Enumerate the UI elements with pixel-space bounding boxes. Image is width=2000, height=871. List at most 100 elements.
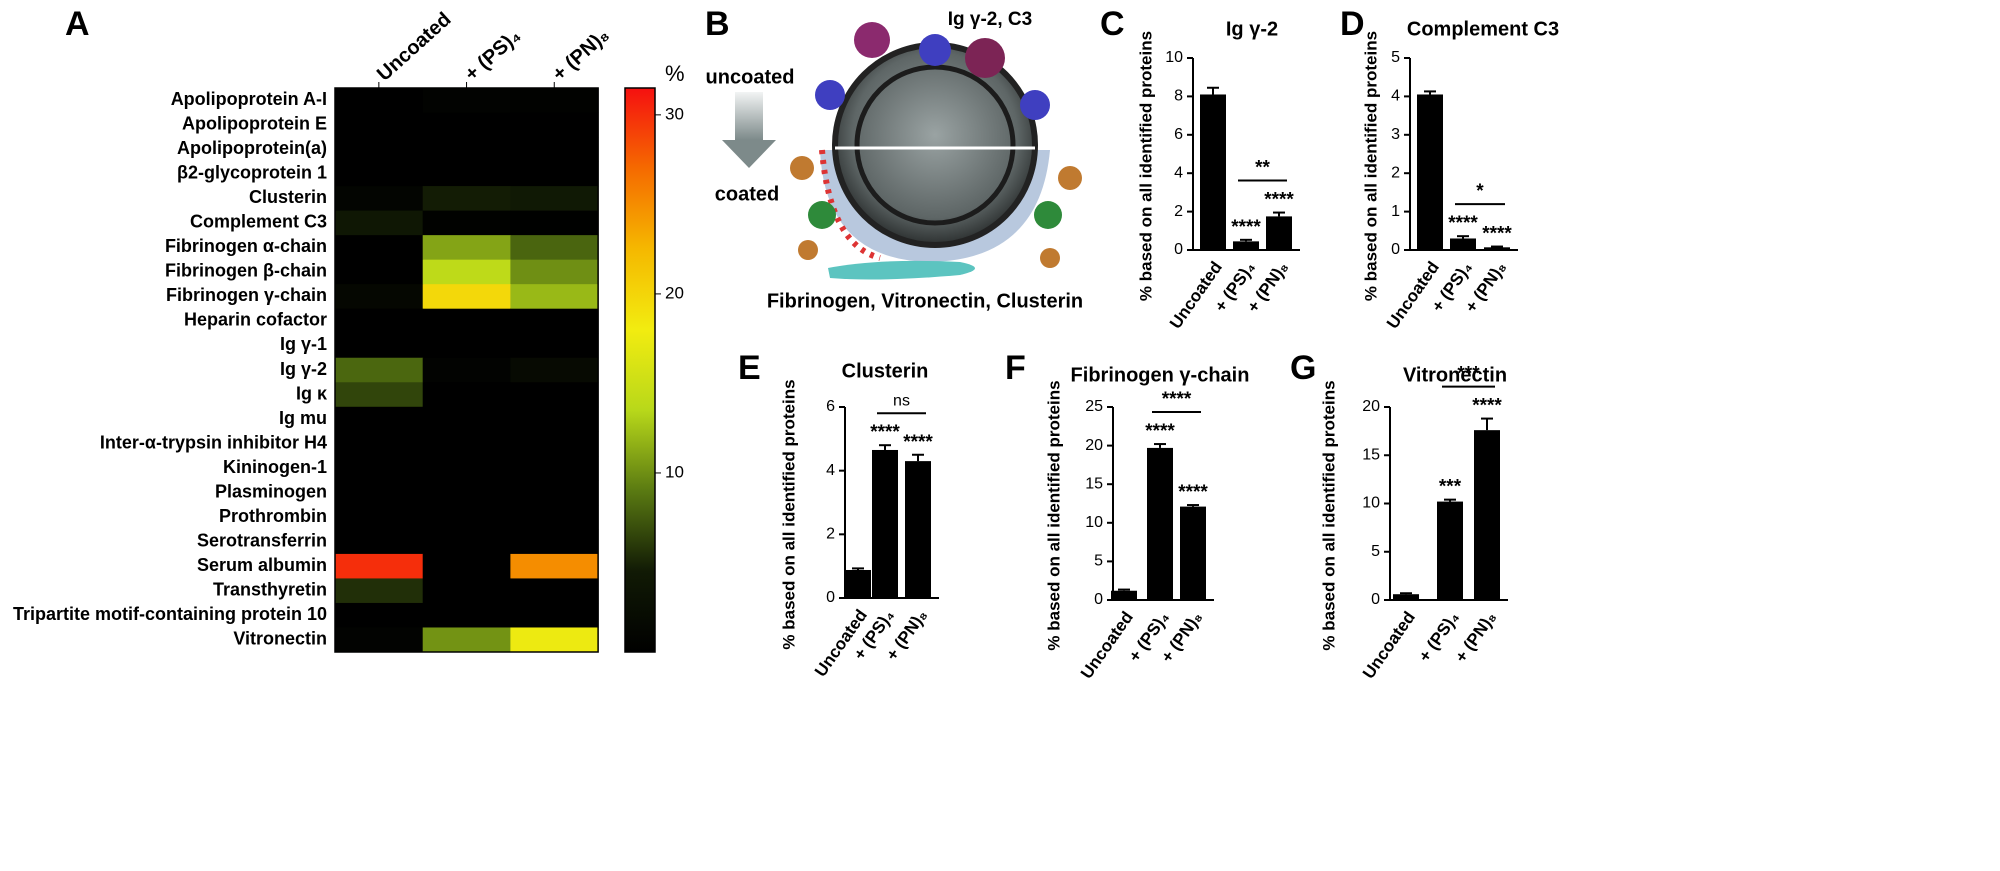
y-axis-label: % based on all identified proteins — [1361, 31, 1380, 301]
y-tick-label: 6 — [826, 398, 835, 415]
heatmap-cell — [422, 578, 511, 604]
x-tick-label: Uncoated — [1077, 608, 1137, 682]
y-tick-label: 10 — [1165, 49, 1183, 66]
heatmap-cell — [422, 553, 511, 579]
colorbar-tick-label: 10 — [665, 462, 684, 481]
heatmap-cell — [422, 284, 511, 310]
y-tick-label: 2 — [826, 526, 835, 543]
heatmap-cell — [510, 186, 599, 212]
chart-title: Fibrinogen γ-chain — [1071, 364, 1250, 386]
significance-label: **** — [870, 422, 900, 443]
x-tick-label: Uncoated — [1359, 608, 1419, 682]
y-tick-label: 4 — [826, 462, 835, 479]
heatmap-cell — [422, 186, 511, 212]
y-tick-label: 6 — [1174, 126, 1183, 143]
protein — [1034, 201, 1062, 229]
panel-letter: A — [65, 5, 90, 43]
heatmap-cell — [510, 284, 599, 310]
panel-letter: B — [705, 5, 730, 43]
protein — [815, 80, 845, 110]
significance-label: **** — [1448, 213, 1478, 234]
heatmap-cell — [422, 382, 511, 408]
column-label: + (PS)₄ — [461, 25, 525, 86]
row-label: Inter-α-trypsin inhibitor H4 — [100, 432, 327, 452]
heatmap-cell — [335, 480, 424, 506]
row-label: Serotransferrin — [197, 530, 327, 550]
heatmap-cell — [335, 333, 424, 359]
row-label: Fibrinogen γ-chain — [166, 285, 327, 305]
bar — [1417, 94, 1443, 250]
heatmap-cell — [335, 455, 424, 481]
y-axis-label: % based on all identified proteins — [779, 379, 798, 649]
panel-letter: G — [1290, 349, 1316, 387]
panel-letter: E — [738, 349, 761, 387]
row-label: Apolipoprotein E — [182, 114, 327, 134]
row-label: Apolipoprotein(a) — [177, 138, 327, 158]
heatmap-cell — [335, 259, 424, 285]
heatmap-cell — [422, 529, 511, 555]
heatmap-cell — [422, 259, 511, 285]
y-tick-label: 0 — [1391, 241, 1400, 258]
row-label: Ig κ — [296, 383, 328, 403]
protein — [1040, 248, 1060, 268]
bar — [845, 569, 871, 598]
row-label: Clusterin — [249, 187, 327, 207]
heatmap-cell — [510, 480, 599, 506]
heatmap-cell — [335, 406, 424, 432]
y-tick-label: 4 — [1174, 164, 1183, 181]
bar — [1484, 247, 1510, 250]
heatmap-cell — [510, 88, 599, 114]
y-tick-label: 15 — [1085, 475, 1103, 492]
y-axis-label: % based on all identified proteins — [1319, 380, 1338, 650]
heatmap-cell — [335, 161, 424, 187]
heatmap-cell — [422, 627, 511, 653]
heatmap-cell — [335, 431, 424, 457]
heatmap-cell — [335, 578, 424, 604]
protein — [828, 260, 975, 280]
significance-label: **** — [903, 432, 933, 453]
bracket-label: ns — [893, 392, 910, 409]
heatmap-cell — [510, 382, 599, 408]
nanoparticle — [832, 42, 1038, 248]
y-tick-label: 1 — [1391, 203, 1400, 220]
heatmap-cell — [422, 88, 511, 114]
heatmap-cell — [422, 235, 511, 261]
illustration-label: Fibrinogen, Vitronectin, Clusterin — [767, 290, 1083, 312]
illustration-label: Ig γ-2, C3 — [948, 9, 1032, 30]
significance-label: **** — [1178, 482, 1208, 503]
y-tick-label: 10 — [1362, 495, 1380, 512]
heatmap-cell — [335, 504, 424, 530]
row-label: Fibrinogen α-chain — [165, 236, 327, 256]
heatmap-cell — [510, 602, 599, 628]
heatmap-cell — [335, 553, 424, 579]
protein — [808, 201, 836, 229]
heatmap-cell — [422, 333, 511, 359]
y-tick-label: 0 — [1174, 241, 1183, 258]
row-label: β2-glycoprotein 1 — [177, 163, 327, 183]
heatmap-cell — [510, 504, 599, 530]
heatmap-cell — [422, 406, 511, 432]
heatmap-cell — [510, 529, 599, 555]
heatmap-cell — [335, 137, 424, 163]
y-tick-label: 20 — [1085, 437, 1103, 454]
heatmap-cell — [510, 357, 599, 383]
heatmap-cell — [335, 186, 424, 212]
heatmap-cell — [510, 553, 599, 579]
heatmap-cell — [422, 480, 511, 506]
heatmap-cell — [335, 308, 424, 334]
heatmap-cell — [422, 210, 511, 236]
colorbar-label: % — [665, 61, 685, 86]
heatmap-cell — [335, 235, 424, 261]
y-tick-label: 0 — [1371, 591, 1380, 608]
heatmap-cell — [422, 308, 511, 334]
significance-label: **** — [1264, 190, 1294, 211]
arrow — [735, 92, 763, 140]
bracket-label: **** — [1162, 389, 1192, 410]
heatmap-cell — [422, 137, 511, 163]
y-tick-label: 5 — [1371, 543, 1380, 560]
y-tick-label: 0 — [826, 589, 835, 606]
y-tick-label: 3 — [1391, 126, 1400, 143]
illustration-label: uncoated — [706, 66, 795, 88]
heatmap-cell — [335, 602, 424, 628]
